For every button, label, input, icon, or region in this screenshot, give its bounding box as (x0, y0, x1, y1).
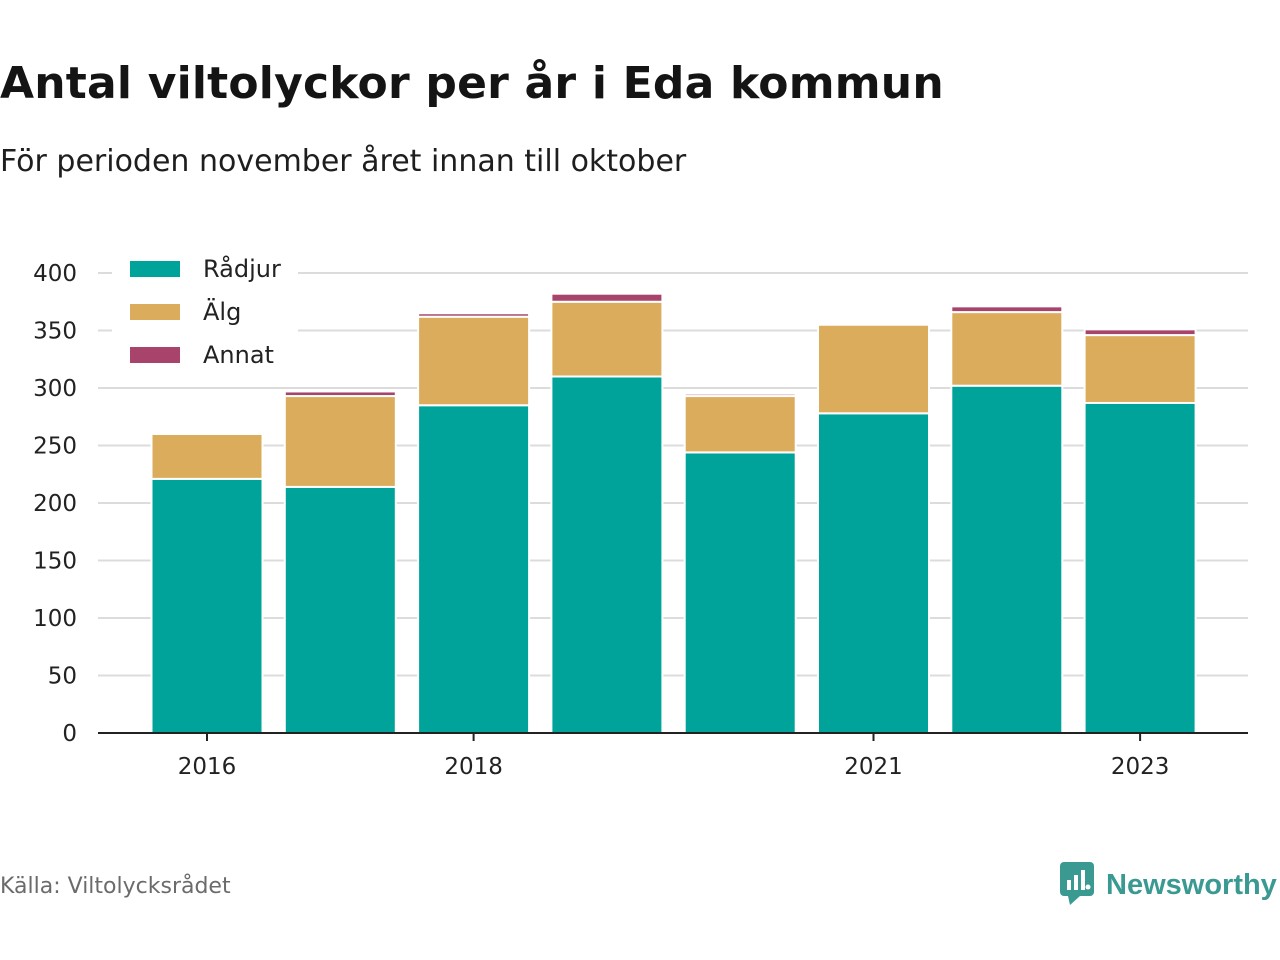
legend-swatch (130, 261, 180, 277)
chart-subtitle: För perioden november året innan till ok… (0, 144, 687, 179)
bar-segment (550, 375, 664, 734)
bar-segment (950, 305, 1064, 314)
bar-segment (683, 392, 797, 398)
bars (150, 292, 1197, 734)
x-tick-label: 2016 (178, 754, 237, 780)
bar-segment (817, 323, 930, 415)
chart-title: Antal viltolyckor per år i Eda kommun (0, 58, 944, 109)
bar-segment (683, 451, 797, 734)
y-tick-label: 100 (33, 606, 77, 632)
y-tick-label: 50 (48, 664, 77, 690)
x-tick-label: 2023 (1111, 754, 1170, 780)
bar-segment (1083, 401, 1197, 734)
y-tick-label: 200 (33, 491, 77, 517)
legend-label: Annat (203, 341, 274, 369)
bar-segment (550, 300, 664, 378)
x-tick-label: 2021 (844, 754, 903, 780)
bar-segment (683, 395, 797, 454)
bar-segment (417, 312, 531, 318)
bar-segment (550, 292, 664, 303)
bar-segment (817, 412, 930, 734)
newsworthy-logo-icon (1058, 860, 1096, 910)
y-tick-label: 400 (33, 261, 77, 287)
legend-label: Älg (203, 297, 241, 326)
legend-swatch (130, 347, 180, 363)
bar-segment (150, 477, 264, 734)
legend-label: Rådjur (203, 254, 281, 283)
legend: Rådjur Älg Annat (112, 250, 298, 380)
x-tick-label: 2018 (444, 754, 503, 780)
bar-segment (417, 315, 531, 407)
bar-segment (283, 485, 397, 734)
bar-segment (417, 404, 531, 734)
y-axis-ticks: 0 50 100 150 200 250 300 350 400 (33, 261, 77, 747)
y-tick-label: 350 (33, 319, 77, 345)
bar-segment (283, 390, 397, 398)
legend-swatch (130, 304, 180, 320)
bar-segment (150, 433, 264, 480)
y-tick-label: 300 (33, 376, 77, 402)
source-note: Källa: Viltolycksrådet (0, 874, 231, 899)
bar-segment (1083, 334, 1197, 404)
y-tick-label: 0 (62, 721, 77, 747)
bar-segment (950, 384, 1064, 734)
brand-logo: Newsworthy (1058, 862, 1277, 908)
y-tick-label: 150 (33, 549, 77, 575)
x-axis-ticks: 2016 2018 2021 2023 (178, 733, 1170, 780)
bar-segment (950, 311, 1064, 387)
y-tick-label: 250 (33, 434, 77, 460)
bar-segment (1083, 328, 1197, 337)
brand-name: Newsworthy (1106, 868, 1277, 901)
bar-segment (283, 395, 397, 488)
